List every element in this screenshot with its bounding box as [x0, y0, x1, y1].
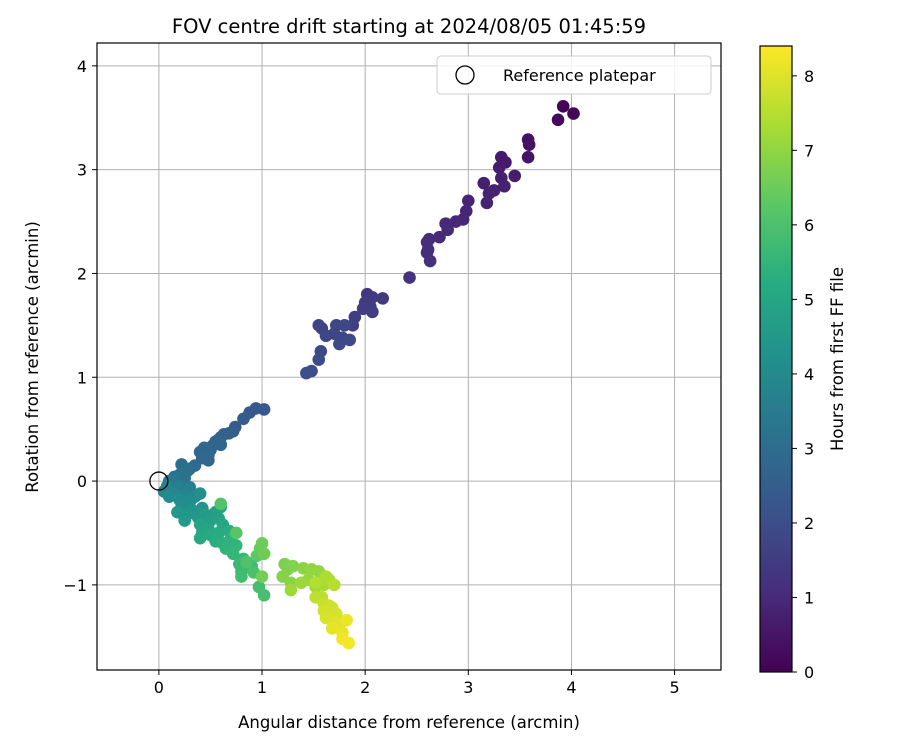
- x-tick-label: 3: [463, 678, 473, 697]
- colorbar-tick-label: 4: [804, 365, 814, 384]
- data-point: [162, 490, 176, 503]
- data-point: [229, 526, 243, 540]
- data-point: [319, 329, 333, 343]
- data-point: [462, 194, 475, 208]
- y-tick-label: 0: [77, 472, 87, 491]
- data-point: [477, 176, 491, 190]
- colorbar: 0 1 2 3 4 5 6 7 8 Hours from first FF file: [759, 45, 847, 682]
- data-point: [319, 570, 333, 583]
- reference-platepar-marker: [149, 471, 169, 491]
- data-point: [403, 271, 416, 284]
- legend-label: Reference platepar: [503, 66, 656, 85]
- data-point: [312, 353, 326, 366]
- chart-title: FOV centre drift starting at 2024/08/05 …: [172, 15, 646, 38]
- data-point: [255, 537, 269, 550]
- y-tick-label: −1: [63, 576, 87, 595]
- colorbar-tick-label: 5: [804, 290, 814, 309]
- data-point: [449, 215, 463, 228]
- data-point: [492, 161, 506, 174]
- colorbar-ticks: 0 1 2 3 4 5 6 7 8: [792, 67, 814, 682]
- data-point: [237, 412, 250, 426]
- x-axis-ticks: 0 1 2 3 4 5: [154, 670, 680, 697]
- data-point: [480, 196, 494, 210]
- colorbar-tick-label: 1: [804, 588, 814, 607]
- colorbar-tick-label: 3: [804, 439, 814, 458]
- data-point: [257, 588, 271, 602]
- data-point: [338, 319, 351, 332]
- data-point: [255, 570, 269, 583]
- x-tick-label: 5: [669, 678, 679, 697]
- data-point: [498, 179, 511, 193]
- x-tick-label: 2: [360, 678, 370, 697]
- data-point: [521, 150, 535, 164]
- data-point: [214, 497, 228, 511]
- data-point: [300, 366, 313, 380]
- colorbar-label: Hours from first FF file: [828, 267, 847, 451]
- data-point: [193, 531, 207, 545]
- data-point: [333, 337, 346, 351]
- data-point: [567, 107, 580, 120]
- data-point: [551, 113, 565, 127]
- y-axis-title: Rotation from reference (arcmin): [23, 221, 42, 493]
- x-tick-label: 4: [566, 678, 576, 697]
- data-point: [340, 613, 353, 627]
- data-point: [257, 547, 271, 561]
- data-point: [214, 438, 228, 452]
- data-point: [325, 622, 339, 635]
- data-point: [284, 583, 298, 597]
- data-point: [286, 559, 300, 573]
- data-point: [193, 487, 207, 500]
- legend-box: [436, 55, 712, 95]
- colorbar-tick-label: 8: [804, 67, 814, 86]
- data-point: [343, 333, 356, 347]
- data-point: [309, 576, 322, 590]
- data-point: [366, 305, 379, 319]
- data-point: [240, 555, 253, 569]
- y-tick-label: 3: [77, 161, 87, 180]
- reference-marker: [149, 471, 169, 491]
- data-point: [342, 636, 355, 650]
- x-tick-label: 1: [257, 678, 267, 697]
- data-point: [433, 230, 446, 244]
- plot-frame: [96, 42, 722, 671]
- data-point: [178, 514, 191, 527]
- y-tick-label: 4: [77, 57, 87, 76]
- y-tick-label: 2: [77, 264, 87, 283]
- legend-marker: [455, 65, 475, 85]
- grid-lines: [97, 43, 721, 670]
- colorbar-tick-label: 6: [804, 216, 814, 235]
- data-point: [327, 578, 341, 592]
- x-axis-title: Angular distance from reference (arcmin): [238, 713, 580, 732]
- y-axis-ticks: −1 0 1 2 3 4: [63, 57, 97, 595]
- data-point: [508, 169, 522, 183]
- data-point: [441, 223, 454, 237]
- data-point: [226, 547, 240, 561]
- colorbar-frame: [759, 45, 793, 673]
- x-tick-label: 0: [154, 678, 164, 697]
- y-tick-label: 1: [77, 368, 87, 387]
- data-point: [423, 254, 437, 268]
- colorbar-tick-label: 2: [804, 514, 814, 533]
- colorbar-tick-label: 0: [804, 663, 814, 682]
- data-point: [522, 138, 536, 152]
- colorbar-tick-label: 7: [804, 141, 814, 160]
- data-points: [157, 100, 580, 650]
- data-point: [171, 505, 184, 519]
- data-point: [294, 576, 308, 590]
- data-point: [235, 570, 248, 583]
- data-point: [202, 454, 215, 467]
- colorbar-gradient: [760, 46, 792, 672]
- data-point: [376, 292, 389, 305]
- legend: Reference platepar: [436, 55, 712, 95]
- data-point: [556, 100, 570, 113]
